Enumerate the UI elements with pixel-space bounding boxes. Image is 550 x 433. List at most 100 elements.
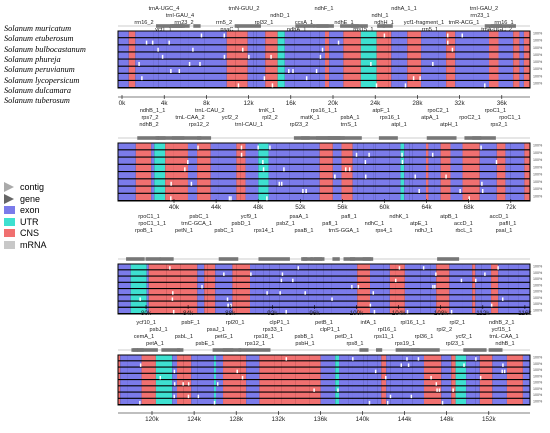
- x-tick-label: 132k: [271, 416, 286, 423]
- x-tick-label: 116k: [518, 310, 532, 317]
- identity-dip: [223, 54, 226, 59]
- gene-label: clpP1_1: [269, 320, 289, 326]
- legend-label: CNS: [20, 228, 40, 238]
- identity-dip: [435, 272, 437, 276]
- gene-label: trnA-UGC_2: [481, 27, 512, 33]
- legend-exon: exon: [4, 205, 40, 216]
- species-label: Solanum lycopersicum: [4, 75, 80, 85]
- gene-label: rrn16_2: [134, 20, 153, 26]
- gene-label: trnI-GAU_4: [166, 13, 194, 19]
- identity-dip: [285, 357, 288, 361]
- identity-dip: [278, 181, 281, 186]
- gene-label: pafII_1: [499, 221, 516, 227]
- gene-arrow: [377, 24, 386, 28]
- gene-label: ndhD_1: [270, 13, 290, 19]
- gene-label: trnS-GGA_1: [329, 228, 360, 234]
- legend-swatch: [4, 206, 15, 214]
- identity-dip: [490, 303, 493, 308]
- gene-arrow: [126, 257, 145, 261]
- identity-dip: [432, 61, 434, 66]
- gene-label: atpI_1: [391, 122, 407, 128]
- identity-dip: [422, 266, 425, 270]
- y-tick-label: 100%: [533, 151, 543, 155]
- x-tick-label: 60k: [379, 204, 390, 211]
- gene-label: rps11_1: [374, 334, 394, 340]
- identity-dip: [171, 297, 174, 301]
- gene-label: psbF_1: [181, 320, 200, 326]
- gene-label: trnI-GAU_2: [470, 6, 498, 12]
- identity-dip: [292, 69, 294, 74]
- identity-dip: [447, 40, 449, 45]
- identity-dip: [197, 145, 199, 150]
- gene-label: trnR-ACG_1: [449, 20, 480, 26]
- gene-label: rpl16_1_1: [400, 320, 425, 326]
- identity-dip: [468, 196, 470, 201]
- identity-dip: [331, 297, 333, 301]
- gene-label: ycf9_1: [241, 214, 257, 220]
- gene-label: ycf1_1: [155, 27, 171, 33]
- identity-dip: [141, 76, 143, 81]
- y-tick-label: 100%: [533, 144, 543, 148]
- identity-dip: [226, 297, 229, 301]
- gene-arrow: [491, 24, 502, 28]
- x-tick-label: 108k: [434, 310, 449, 317]
- identity-dip: [451, 47, 454, 52]
- identity-dip: [257, 145, 259, 150]
- gene-arrow: [137, 348, 158, 352]
- identity-dip: [138, 61, 140, 66]
- x-tick-label: 84k: [183, 310, 194, 317]
- legend-swatch: [4, 240, 15, 249]
- y-tick-label: 100%: [533, 194, 543, 198]
- x-tick-label: 88k: [225, 310, 236, 317]
- gene-arrow: [472, 136, 496, 140]
- gene-arrow: [302, 257, 313, 261]
- gene-label: psbA_1: [341, 115, 360, 121]
- gene-label: petB_1: [315, 320, 333, 326]
- identity-dip: [271, 83, 274, 88]
- identity-dip: [450, 309, 453, 314]
- identity-dip: [262, 160, 264, 165]
- identity-dip: [213, 400, 216, 405]
- y-tick-label: 100%: [533, 308, 543, 312]
- gene-label: psbL_1: [175, 334, 193, 340]
- identity-dip: [475, 357, 477, 361]
- gene-label: atpB_1: [440, 214, 458, 220]
- gene-label: psbE_1: [196, 341, 215, 347]
- identity-dip: [241, 375, 244, 380]
- identity-dip: [262, 167, 265, 172]
- identity-dip: [173, 382, 176, 386]
- x-tick-label: 52k: [295, 204, 306, 211]
- identity-dip: [383, 33, 386, 38]
- identity-dip: [385, 375, 387, 380]
- identity-dip: [495, 160, 498, 165]
- gene-label: rpoC1_1_1: [138, 221, 166, 227]
- identity-dip: [484, 83, 486, 88]
- legend-swatch: [4, 229, 15, 237]
- gene-label: psaB_1: [295, 228, 314, 234]
- identity-dip: [236, 369, 238, 374]
- identity-dip: [172, 291, 174, 295]
- y-tick-label: 100%: [533, 46, 543, 50]
- identity-dip: [401, 152, 403, 157]
- gene-label: rpl20_1: [226, 320, 245, 326]
- identity-dip: [460, 278, 463, 283]
- gene-label: rps16_1_1: [311, 108, 337, 114]
- gene-arrow: [464, 136, 482, 140]
- gene-arrow: [234, 24, 261, 28]
- gene-arrow: [378, 136, 398, 140]
- panel-border: [117, 30, 531, 89]
- gene-label: rpl23_1: [446, 341, 465, 347]
- identity-dip: [364, 160, 367, 165]
- gene-arrow: [295, 24, 315, 28]
- gene-arrow: [316, 24, 329, 28]
- identity-dip: [351, 284, 353, 289]
- gene-label: rps12_1: [245, 341, 265, 347]
- y-tick-label: 100%: [533, 67, 543, 71]
- legend-label: contig: [20, 182, 45, 192]
- x-tick-label: 8k: [203, 100, 211, 107]
- panel-3: rpoC1_1 psbC_1 ycf9_1 psaA_1 pafI_1 ndhK_1 atp…: [117, 214, 543, 317]
- gene-label: rpl36_1: [415, 334, 434, 340]
- identity-dip: [475, 278, 477, 283]
- identity-dip: [386, 400, 389, 405]
